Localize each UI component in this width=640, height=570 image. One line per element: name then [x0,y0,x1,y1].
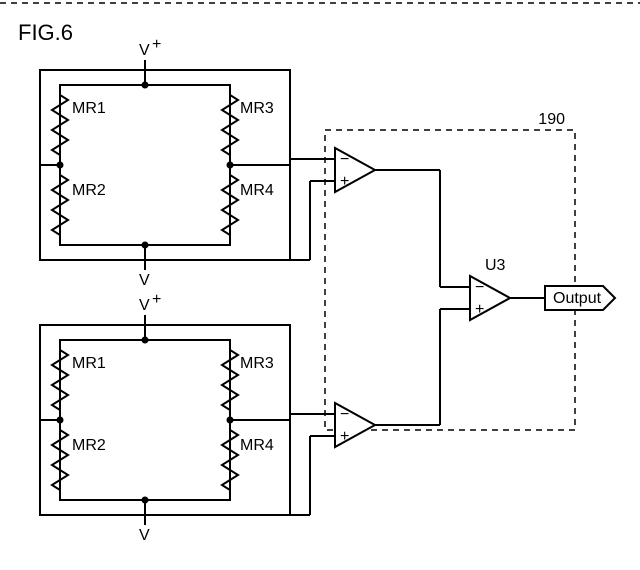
figure-title: FIG.6 [18,20,73,45]
svg-text:MR1: MR1 [72,100,106,117]
svg-text:MR3: MR3 [240,355,274,372]
svg-text:MR2: MR2 [72,437,106,454]
svg-text:V: V [139,272,150,289]
svg-text:MR4: MR4 [240,437,274,454]
svg-text:MR2: MR2 [72,182,106,199]
svg-text:V: V [139,297,150,314]
svg-text:Output: Output [553,290,602,307]
svg-text:+: + [475,301,484,318]
svg-text:−: − [340,151,349,168]
svg-text:MR3: MR3 [240,100,274,117]
svg-text:U3: U3 [485,257,506,274]
svg-text:+: + [340,173,349,190]
svg-text:MR4: MR4 [240,182,274,199]
svg-text:+: + [152,36,161,53]
svg-text:+: + [340,428,349,445]
svg-text:MR1: MR1 [72,355,106,372]
svg-text:−: − [340,406,349,423]
svg-text:V: V [139,42,150,59]
svg-text:+: + [152,291,161,308]
svg-text:V: V [139,527,150,544]
svg-text:−: − [475,279,484,296]
svg-text:190: 190 [538,111,565,128]
